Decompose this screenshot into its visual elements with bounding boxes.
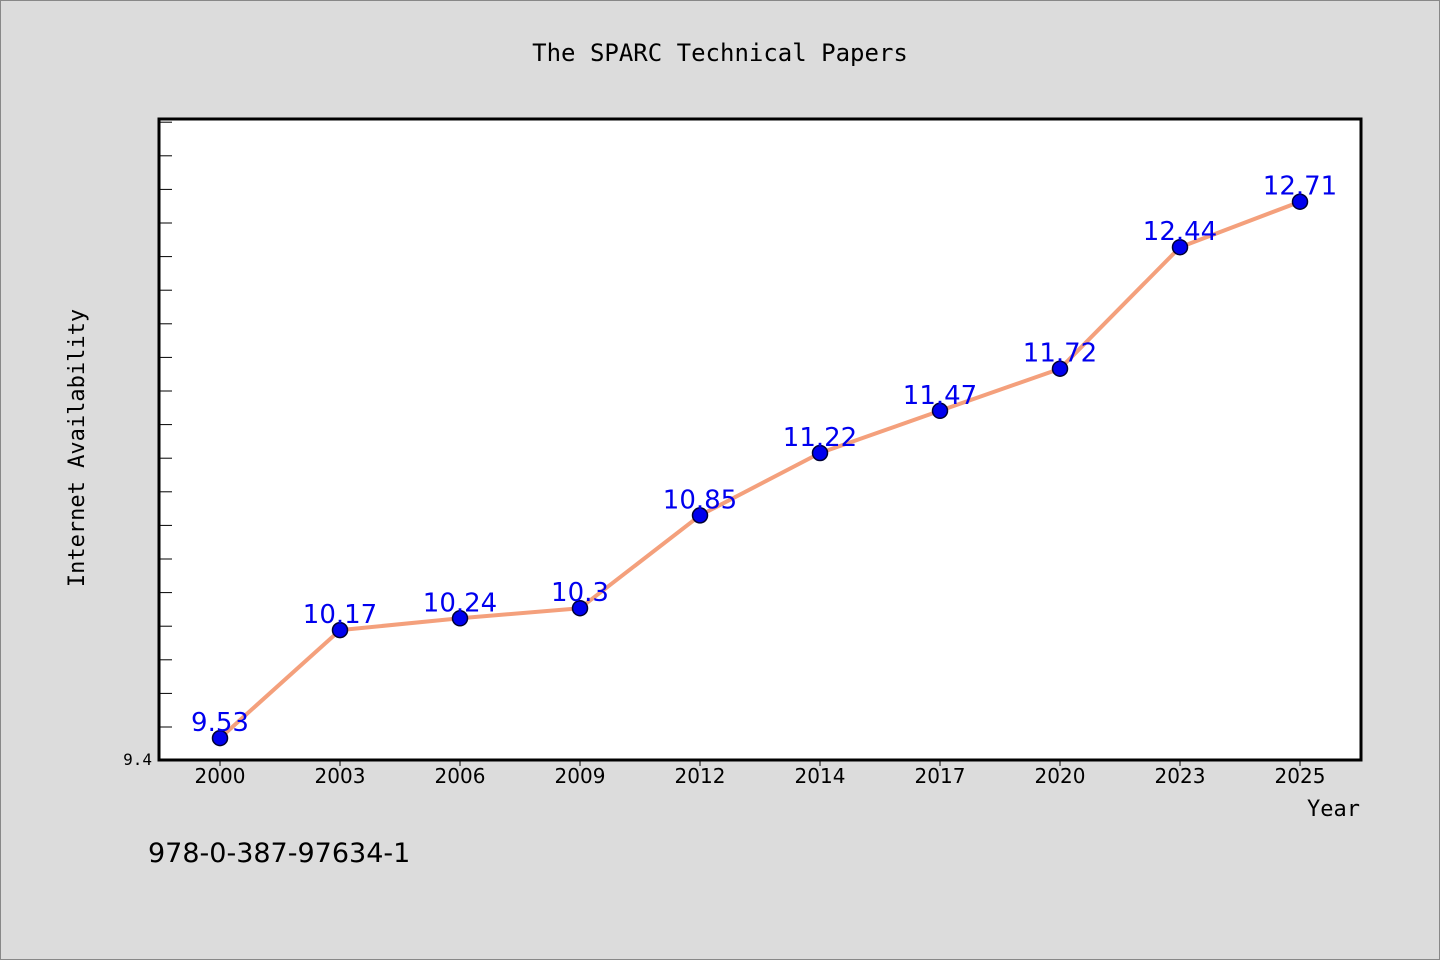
data-label: 9.53: [191, 708, 249, 738]
data-point: [571, 599, 589, 617]
x-tick-label: 2025: [1275, 764, 1326, 788]
data-label: 11.47: [903, 381, 977, 411]
data-point: [331, 621, 349, 639]
plot-area: [157, 117, 1363, 762]
y-tick-label: 9.4: [123, 750, 152, 769]
x-tick-label: 2014: [795, 764, 846, 788]
data-labels: 9.53 10.17 10.24 10.3 10.85 11.22 11.47 11.72 12…: [191, 172, 1337, 738]
x-tick-label: 2006: [435, 764, 486, 788]
x-axis-ticks: [219, 759, 1301, 766]
data-point: [691, 507, 709, 524]
data-label: 12.44: [1143, 217, 1217, 247]
x-tick-label: 2000: [195, 764, 246, 788]
data-point: [211, 729, 229, 747]
series-markers: [211, 193, 1309, 747]
series-line: [218, 199, 1302, 741]
x-tick-label: 2003: [315, 764, 366, 788]
x-axis-tick-labels: 2000 2003 2006 2009 2012 2014 2017 2020 2023 2025: [195, 764, 1326, 788]
data-point: [1171, 238, 1189, 256]
data-point: [1291, 193, 1309, 210]
data-label: 10.85: [663, 485, 737, 515]
x-axis-label: Year: [1307, 797, 1360, 822]
data-label: 10.17: [303, 600, 377, 630]
data-label: 11.22: [783, 423, 857, 453]
x-tick-label: 2023: [1155, 764, 1206, 788]
x-tick-label: 2009: [555, 764, 606, 788]
x-tick-label: 2017: [915, 764, 966, 788]
isbn-footer: 978-0-387-97634-1: [148, 838, 410, 869]
data-label: 11.72: [1023, 339, 1097, 369]
data-point: [811, 444, 829, 462]
x-tick-label: 2020: [1035, 764, 1086, 788]
y-axis-ticks: [158, 121, 172, 728]
data-label: 10.3: [551, 578, 609, 608]
data-label: 10.24: [423, 588, 497, 618]
data-label: 12.71: [1263, 172, 1337, 202]
data-point: [1051, 360, 1069, 377]
chart-title: The SPARC Technical Papers: [532, 39, 908, 67]
x-tick-label: 2012: [675, 764, 726, 788]
data-point: [931, 402, 949, 420]
y-axis-label: Internet Availability: [65, 309, 90, 587]
data-point: [451, 610, 469, 627]
